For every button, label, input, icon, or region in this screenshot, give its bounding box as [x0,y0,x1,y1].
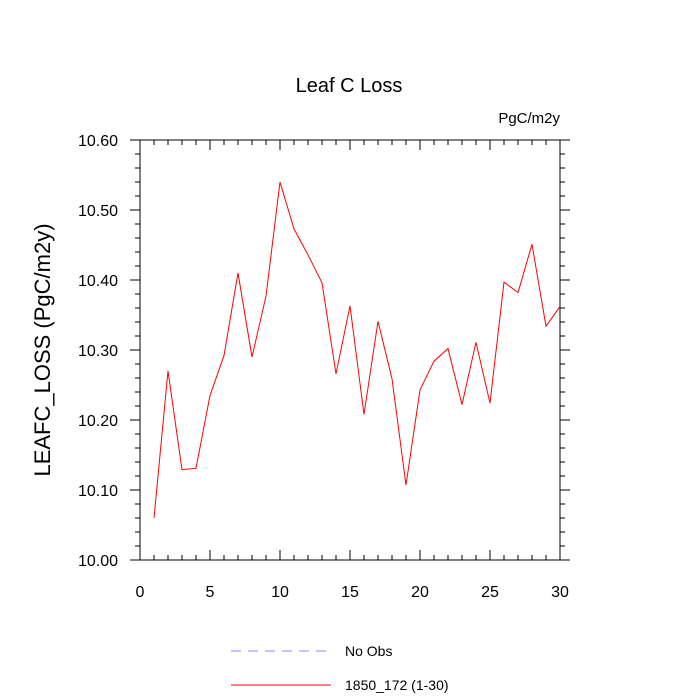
legend: No Obs 1850_172 (1-30) [231,643,449,693]
y-tick-label: 10.10 [78,483,118,500]
x-tick-label: 0 [136,584,145,601]
series-line [153,181,561,519]
x-tick-label: 10 [271,584,289,601]
y-tick-label: 10.50 [78,203,118,220]
plot-frame [139,139,561,561]
y-tick-label: 10.30 [78,343,118,360]
legend-label-no-obs: No Obs [345,643,392,659]
series-layer [153,181,561,519]
y-tick-label: 10.60 [78,133,118,150]
y-tick-label: 10.20 [78,413,118,430]
units-label: PgC/m2y [498,110,560,127]
x-tick-label: 20 [411,584,429,601]
x-tick-label: 25 [481,584,499,601]
x-tick-label: 30 [551,584,569,601]
x-tick-label: 15 [341,584,359,601]
legend-label-1850-172: 1850_172 (1-30) [345,677,449,693]
y-tick-label: 10.40 [78,273,118,290]
axis-ticks [130,139,570,561]
y-tick-label: 10.00 [78,553,118,570]
y-axis-label: LEAFC_LOSS (PgC/m2y) [30,223,55,476]
x-tick-label: 5 [206,584,215,601]
chart-title: Leaf C Loss [296,75,403,97]
axis-tick-labels: 0 5 10 15 20 25 30 10.00 10.10 10.20 10.30 10.40 10.… [78,133,569,601]
